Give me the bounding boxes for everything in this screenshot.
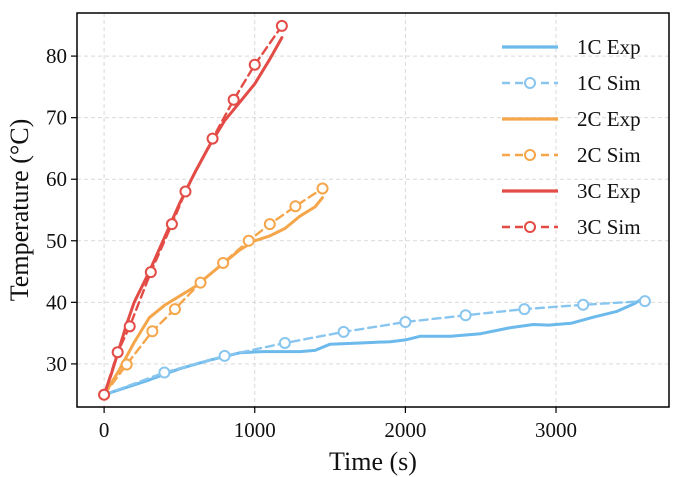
data-point [577, 298, 590, 311]
series-line [102, 187, 324, 396]
series-line [102, 299, 647, 396]
legend: 1C Exp 1C Sim 2C Exp 2C Sim 3C Exp 3C Sim [502, 35, 641, 239]
y-tick-label: 70 [46, 106, 67, 130]
data-point [316, 182, 329, 195]
legend-label: 3C Exp [577, 179, 641, 203]
series-2c-sim [98, 182, 329, 401]
data-point [120, 358, 133, 371]
grid-lines [77, 13, 669, 407]
legend-label: 3C Sim [577, 215, 641, 239]
series-3c-sim [98, 19, 288, 401]
data-point [289, 200, 302, 213]
data-point [98, 388, 111, 401]
series-1c-sim [98, 295, 651, 401]
data-point [518, 303, 531, 316]
legend-marker [524, 221, 536, 233]
data-point [194, 276, 207, 289]
x-tick-label: 2000 [384, 418, 426, 442]
data-point [218, 349, 231, 362]
data-point [123, 320, 136, 333]
y-tick-label: 80 [46, 44, 67, 68]
series-line [102, 36, 284, 397]
y-tick-label: 40 [46, 290, 67, 314]
y-tick-label: 50 [46, 229, 67, 253]
data-point [165, 218, 178, 231]
series-line [102, 296, 645, 397]
y-axis-label: Temperature (°C) [5, 119, 34, 302]
x-tick-label: 1000 [234, 418, 276, 442]
legend-label: 2C Sim [577, 143, 641, 167]
data-point [242, 234, 255, 247]
legend-label: 1C Exp [577, 35, 641, 59]
data-point [459, 309, 472, 322]
data-point [227, 93, 240, 106]
data-point [337, 325, 350, 338]
x-axis-label: Time (s) [329, 447, 417, 476]
y-tick-label: 60 [46, 167, 67, 191]
data-point [111, 346, 124, 359]
y-tick-label: 30 [46, 352, 67, 376]
data-point [168, 303, 181, 316]
data-point [146, 325, 159, 338]
plot-frame [76, 12, 670, 408]
legend-label: 1C Sim [577, 71, 641, 95]
data-point [248, 58, 261, 71]
data-point [399, 316, 412, 329]
data-point [638, 295, 651, 308]
data-point [179, 185, 192, 198]
legend-label: 2C Exp [577, 107, 641, 131]
data-point [144, 266, 157, 279]
series-line [102, 24, 284, 396]
x-tick-label: 3000 [535, 418, 577, 442]
legend-marker [524, 77, 536, 89]
data-point [275, 19, 288, 32]
data-point [263, 218, 276, 231]
series-3c-exp [102, 36, 284, 397]
data-point [158, 366, 171, 379]
plot-series [98, 19, 651, 401]
legend-marker [524, 149, 536, 161]
data-point [206, 132, 219, 145]
data-point [278, 336, 291, 349]
axis-ticks: 0 1000 2000 3000 30 40 50 60 70 80 [46, 44, 577, 442]
data-point [217, 256, 230, 269]
series-1c-exp [102, 296, 645, 397]
x-tick-label: 0 [99, 418, 110, 442]
